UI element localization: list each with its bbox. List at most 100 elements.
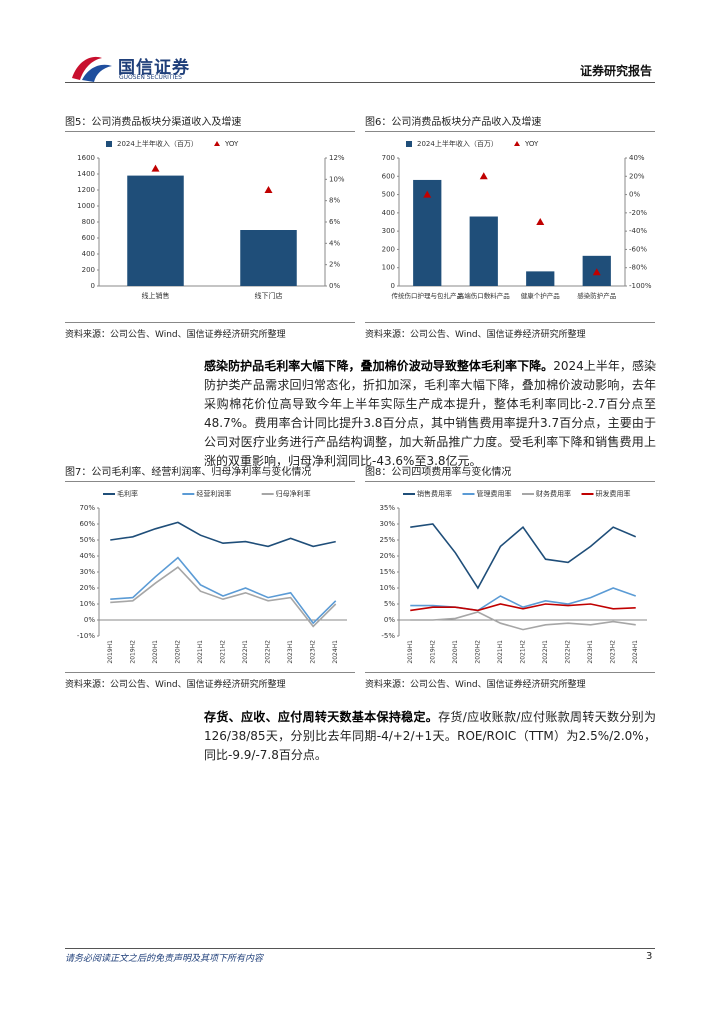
y-tick-label: 200 bbox=[82, 266, 95, 274]
y-tick-label: 20% bbox=[79, 584, 95, 592]
disclaimer: 请务必阅读正文之后的免责声明及其项下所有内容 bbox=[65, 954, 264, 964]
y-tick-label: 40% bbox=[79, 552, 95, 560]
paragraph: 感染防护品毛利率大幅下降，叠加棉价波动导致整体毛利率下降。2024上半年，感染防… bbox=[204, 357, 656, 471]
y-tick-label: 0% bbox=[384, 616, 395, 624]
y2-tick-label: -40% bbox=[629, 227, 647, 235]
legend-swatch bbox=[514, 141, 520, 146]
legend-label: 管理费用率 bbox=[477, 489, 512, 498]
y-tick-label: 600 bbox=[382, 172, 395, 180]
x-tick-label: 2023H1 bbox=[287, 640, 294, 664]
y-tick-label: 70% bbox=[79, 504, 95, 512]
series-line bbox=[410, 611, 636, 631]
series-line bbox=[410, 523, 637, 590]
y2-tick-label: 20% bbox=[629, 172, 645, 180]
paragraph: 存货、应收、应付周转天数基本保持稳定。存货/应收账款/应付账款周转天数分别为12… bbox=[204, 708, 656, 765]
figure-title: 图5：公司消费品板块分渠道收入及增速 bbox=[65, 113, 355, 132]
y2-tick-label: 10% bbox=[329, 175, 345, 183]
x-tick-label: 健康个护产品 bbox=[521, 291, 560, 300]
y2-tick-label: -100% bbox=[629, 282, 652, 290]
x-tick-label: 2021H1 bbox=[197, 640, 204, 664]
x-tick-label: 2023H2 bbox=[310, 640, 317, 664]
page-number: 3 bbox=[646, 951, 653, 962]
x-tick-label: 2019H2 bbox=[129, 640, 136, 664]
paragraph-body: 2024上半年，感染防护类产品需求回归常态化，折扣加深，毛利率大幅下降，叠加棉价… bbox=[204, 359, 656, 468]
x-tick-label: 2021H2 bbox=[220, 640, 227, 664]
y-tick-label: 20% bbox=[379, 552, 395, 560]
y-tick-label: 1200 bbox=[77, 186, 95, 194]
x-tick-label: 2020H1 bbox=[152, 640, 159, 664]
y-tick-label: 400 bbox=[82, 250, 95, 258]
figure-title: 图7：公司毛利率、经营利润率、归母净利率与变化情况 bbox=[65, 463, 355, 482]
y-tick-label: 15% bbox=[379, 568, 395, 576]
x-tick-label: 2024H1 bbox=[332, 640, 339, 664]
y2-tick-label: -60% bbox=[629, 245, 647, 253]
legend-label: 2024上半年收入（百万） bbox=[417, 139, 498, 148]
y-tick-label: 0% bbox=[84, 616, 95, 624]
yoy-marker bbox=[423, 190, 432, 198]
x-tick-label: 传统伤口护理与包扎产品 bbox=[392, 291, 464, 300]
series-line bbox=[110, 566, 337, 628]
y-tick-label: 100 bbox=[382, 264, 395, 272]
x-tick-label: 2022H2 bbox=[565, 640, 572, 664]
figure-source: 资料来源：公司公告、Wind、国信证券经济研究所整理 bbox=[65, 322, 355, 340]
y2-tick-label: -80% bbox=[629, 264, 647, 272]
y2-tick-label: 0% bbox=[629, 191, 640, 199]
paragraph-lead: 存货、应收、应付周转天数基本保持稳定。 bbox=[204, 710, 439, 724]
x-tick-label: 2022H2 bbox=[265, 640, 272, 664]
brand: 国信证券 bbox=[118, 58, 190, 78]
yoy-marker bbox=[592, 268, 601, 276]
legend-swatch bbox=[106, 141, 112, 147]
y-tick-label: 50% bbox=[79, 536, 95, 544]
y-tick-label: 30% bbox=[379, 520, 395, 528]
series-line bbox=[110, 556, 337, 625]
bar bbox=[127, 175, 184, 286]
x-tick-label: 2023H1 bbox=[587, 640, 594, 664]
figure-title: 图6：公司消费品板块分产品收入及增速 bbox=[365, 113, 655, 132]
figure-source: 资料来源：公司公告、Wind、国信证券经济研究所整理 bbox=[65, 672, 355, 690]
y-tick-label: -10% bbox=[77, 632, 95, 640]
y-tick-label: -5% bbox=[381, 632, 395, 640]
y-tick-label: 800 bbox=[82, 218, 95, 226]
figure-source: 资料来源：公司公告、Wind、国信证券经济研究所整理 bbox=[365, 672, 655, 690]
report-type: 证券研究报告 bbox=[580, 64, 653, 78]
y-tick-label: 5% bbox=[384, 600, 395, 608]
figure-source: 资料来源：公司公告、Wind、国信证券经济研究所整理 bbox=[365, 322, 655, 340]
series-line bbox=[410, 603, 636, 612]
legend-label: 2024上半年收入（百万） bbox=[117, 139, 198, 148]
y2-tick-label: 2% bbox=[329, 261, 340, 269]
y-tick-label: 1600 bbox=[77, 154, 95, 162]
x-tick-label: 高端伤口敷料产品 bbox=[458, 291, 510, 300]
bar bbox=[526, 271, 555, 286]
legend-label: 经营利润率 bbox=[196, 489, 231, 498]
x-tick-label: 2019H1 bbox=[107, 640, 114, 664]
chart: 0 200 400 600 800 1000 1200 1400 1600 0% 2% 4% 6% 8% 1… bbox=[77, 139, 345, 300]
y2-tick-label: 12% bbox=[329, 154, 345, 162]
x-tick-label: 2022H1 bbox=[542, 640, 549, 664]
y-tick-label: 60% bbox=[79, 520, 95, 528]
y-tick-label: 10% bbox=[79, 600, 95, 608]
paragraph-lead: 感染防护品毛利率大幅下降，叠加棉价波动导致整体毛利率下降。 bbox=[204, 359, 554, 373]
x-tick-label: 2024H1 bbox=[632, 640, 639, 664]
legend-label: 归母净利率 bbox=[276, 489, 311, 498]
y-tick-label: 200 bbox=[382, 245, 395, 253]
x-tick-label: 2019H1 bbox=[407, 640, 414, 664]
yoy-marker bbox=[479, 172, 488, 180]
y-tick-label: 1400 bbox=[77, 170, 95, 178]
y-tick-label: 10% bbox=[379, 584, 395, 592]
y-tick-label: 1000 bbox=[77, 202, 95, 210]
x-tick-label: 2021H2 bbox=[520, 640, 527, 664]
brand-en: GUOSEN SECURITIES bbox=[119, 74, 182, 81]
y2-tick-label: 4% bbox=[329, 239, 340, 247]
bar bbox=[469, 216, 498, 286]
chart: 0 100 200 300 400 500 600 700 -100% -80% -60% -40% -… bbox=[382, 139, 652, 300]
y-tick-label: 0 bbox=[391, 282, 395, 290]
legend-label: 财务费用率 bbox=[536, 489, 571, 498]
legend-label: 毛利率 bbox=[117, 489, 138, 498]
series-line bbox=[110, 521, 336, 548]
chart: -5% 0% 5% 10% 15% 20% 25% 30% 35% 2019H1 2019H2 202… bbox=[379, 489, 647, 664]
x-tick-label: 2020H2 bbox=[174, 640, 181, 664]
x-tick-label: 2019H2 bbox=[429, 640, 436, 664]
legend-label: 研发费用率 bbox=[596, 489, 631, 498]
y-tick-label: 600 bbox=[82, 234, 95, 242]
paragraph-body: 存货/应收账款/应付账款周转天数分别为126/38/85天，分别比去年同期-4/… bbox=[204, 710, 656, 762]
